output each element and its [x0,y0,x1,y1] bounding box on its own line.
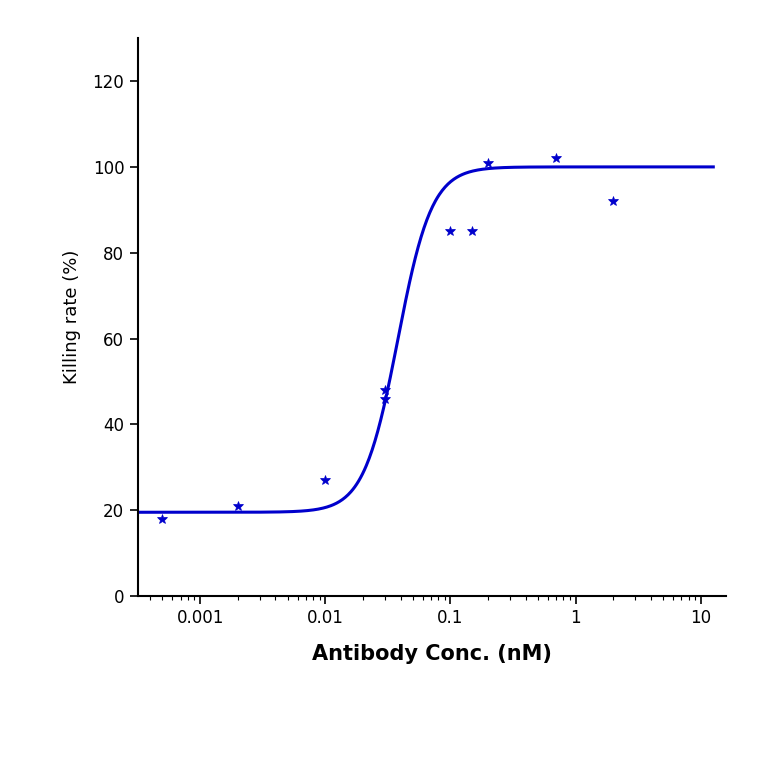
X-axis label: Antibody Conc. (nM): Antibody Conc. (nM) [312,644,552,664]
Y-axis label: Killing rate (%): Killing rate (%) [63,250,82,384]
